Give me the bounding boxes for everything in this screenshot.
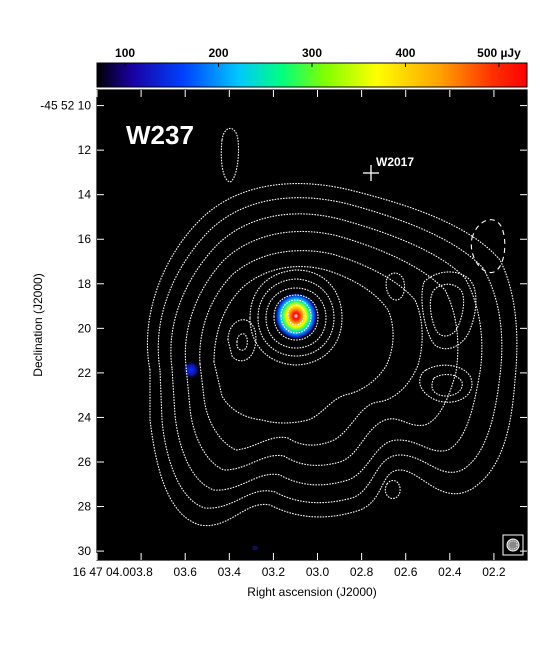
contour-11 bbox=[280, 299, 312, 334]
colorbar-tick-label: 300 bbox=[302, 46, 322, 60]
y-axis-label: Declination (J2000) bbox=[31, 273, 45, 376]
contour-outer bbox=[146, 183, 518, 527]
map-frame bbox=[96, 89, 528, 561]
contour-local-4b bbox=[431, 373, 463, 397]
colorbar-tick-label: 100 bbox=[115, 46, 135, 60]
emission-blob bbox=[182, 361, 200, 379]
source-marker-w2017 bbox=[363, 165, 379, 181]
contour-local-1b bbox=[236, 333, 248, 351]
x-tick-label: 02.6 bbox=[394, 565, 418, 579]
contour-10 bbox=[273, 294, 319, 341]
y-tick-label: 28 bbox=[78, 500, 92, 514]
y-tick-label: 20 bbox=[78, 321, 92, 335]
y-tick-label: -45 52 10 bbox=[40, 99, 91, 113]
contour-local-2 bbox=[421, 271, 477, 350]
colorbar-ticks bbox=[124, 63, 500, 67]
contour-8 bbox=[257, 278, 335, 357]
contour-6 bbox=[213, 266, 394, 424]
colorbar: 100 200 300 400 500 µJy bbox=[96, 46, 528, 88]
contour-local-2b bbox=[429, 283, 465, 337]
field-label: W237 bbox=[126, 120, 194, 150]
y-tick-label: 12 bbox=[78, 143, 92, 157]
contour-local-1 bbox=[227, 319, 257, 362]
contours bbox=[146, 127, 518, 527]
x-axis-label: Right ascension (J2000) bbox=[247, 585, 376, 599]
y-axis-ticks bbox=[97, 105, 527, 552]
colorbar-tick-label: 400 bbox=[395, 46, 415, 60]
map-panel: W2017 W237 16 47 04.0 03.8 03.6 03.4 03.2 03.… bbox=[40, 89, 528, 579]
y-tick-label: 26 bbox=[78, 455, 92, 469]
y-tick-label: 22 bbox=[78, 366, 92, 380]
y-tick-label: 30 bbox=[78, 544, 92, 558]
contour-local-4 bbox=[419, 364, 473, 403]
x-tick-label: 03.2 bbox=[262, 565, 286, 579]
contour-local-5 bbox=[384, 479, 401, 500]
contour-local-3 bbox=[385, 272, 406, 301]
x-tick-label: 03.4 bbox=[218, 565, 242, 579]
contour-12 bbox=[287, 304, 305, 326]
x-axis-ticks bbox=[96, 90, 495, 560]
colorbar-tick-label: 500 µJy bbox=[477, 46, 521, 60]
marker-label: W2017 bbox=[376, 155, 414, 169]
x-axis-tick-labels: 16 47 04.0 03.8 03.6 03.4 03.2 03.0 02.8 02.6 02… bbox=[73, 565, 506, 579]
x-tick-label: 02.4 bbox=[438, 565, 462, 579]
contour-5 bbox=[199, 250, 423, 451]
contour-7 bbox=[249, 269, 343, 366]
x-tick-label: 02.8 bbox=[350, 565, 374, 579]
y-tick-label: 16 bbox=[78, 232, 92, 246]
x-tick-label: 03.0 bbox=[306, 565, 330, 579]
x-tick-label: 03.8 bbox=[129, 565, 153, 579]
x-tick-label: 02.2 bbox=[482, 565, 506, 579]
colorbar-tick-label: 200 bbox=[209, 46, 229, 60]
y-axis-tick-labels: -45 52 10 12 14 16 18 20 22 24 26 28 30 bbox=[40, 99, 91, 558]
emission-speck bbox=[252, 546, 258, 550]
contour-north bbox=[220, 127, 240, 183]
map-image: W2017 W237 bbox=[126, 120, 524, 556]
beam-indicator bbox=[502, 534, 524, 556]
contour-3 bbox=[170, 213, 483, 491]
y-tick-label: 18 bbox=[78, 277, 92, 291]
contour-2 bbox=[157, 197, 503, 509]
x-tick-label: 03.6 bbox=[174, 565, 198, 579]
contour-negative bbox=[470, 219, 506, 273]
y-tick-label: 14 bbox=[78, 188, 92, 202]
y-tick-label: 24 bbox=[78, 410, 92, 424]
x-tick-label: 16 47 04.0 bbox=[73, 565, 130, 579]
colorbar-tick-labels: 100 200 300 400 500 µJy bbox=[115, 46, 521, 60]
